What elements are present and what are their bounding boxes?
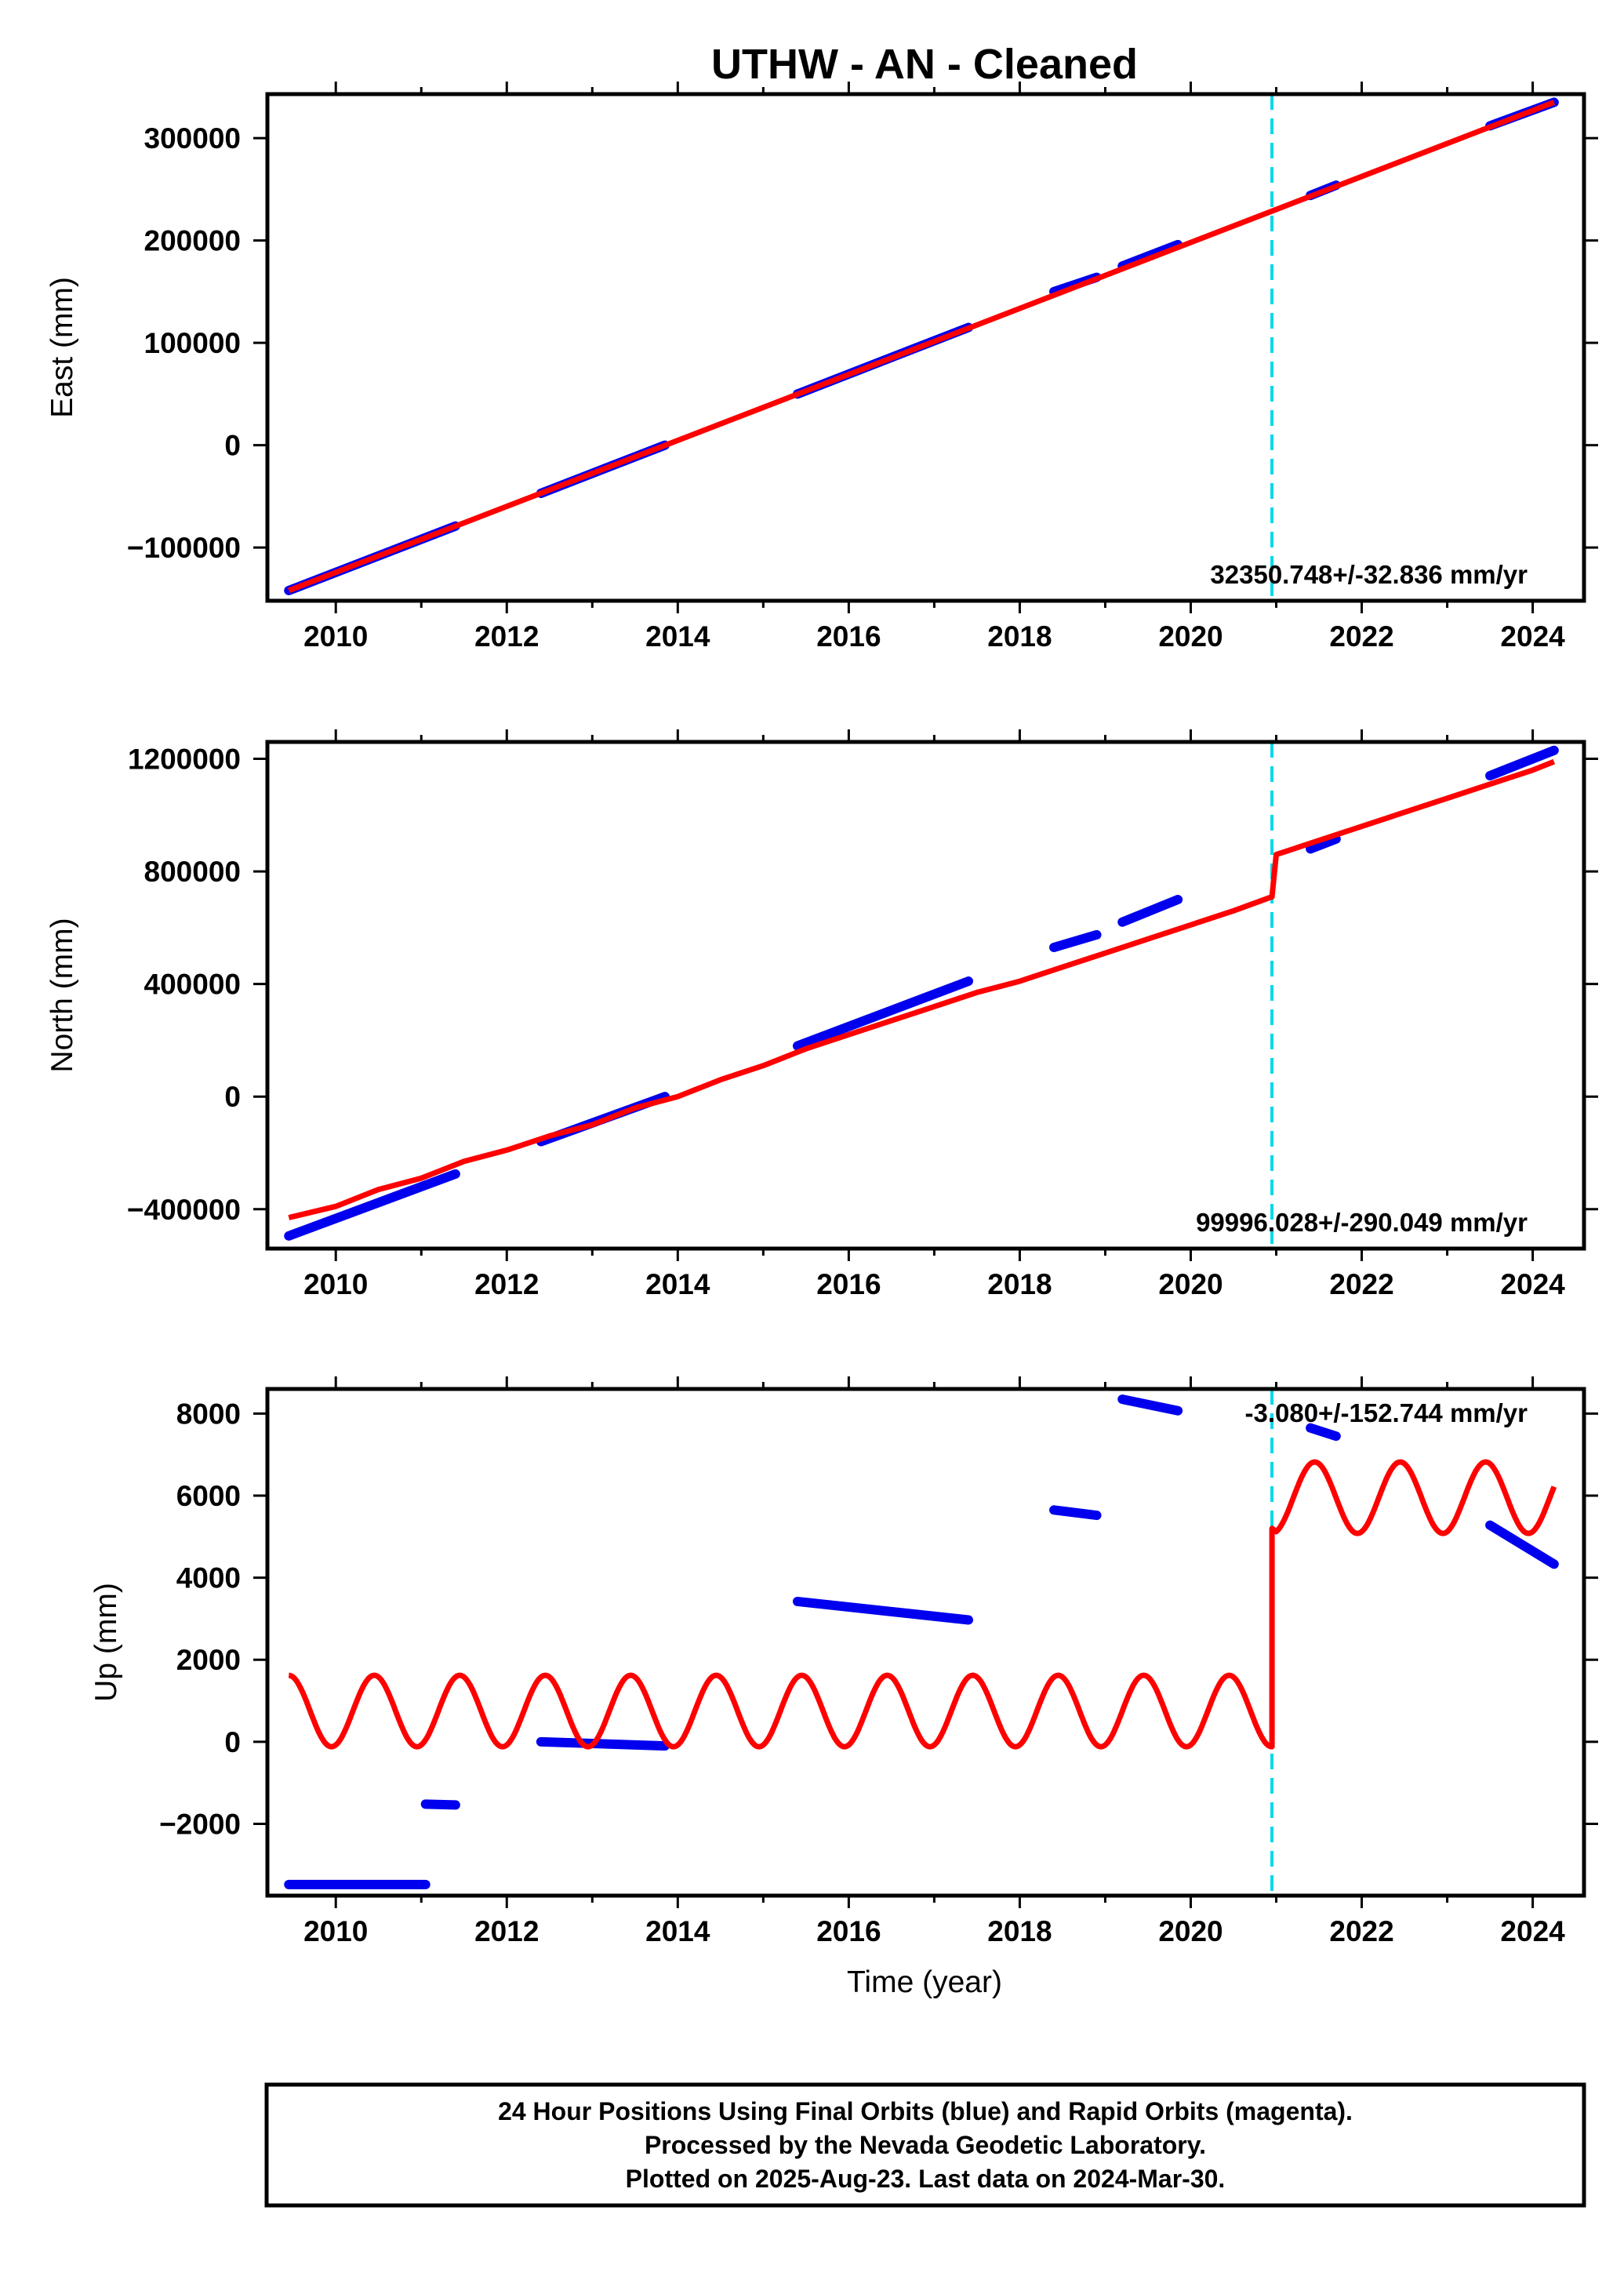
x-tick-label: 2020 (1158, 1915, 1223, 1947)
x-tick-label: 2018 (987, 1268, 1052, 1300)
y-tick-label: 8000 (176, 1398, 241, 1430)
y-tick-label: 0 (224, 1081, 241, 1113)
footer-line-2: Processed by the Nevada Geodetic Laborat… (645, 2131, 1206, 2159)
y-tick-label: 1200000 (128, 744, 241, 776)
y-axis-label: East (mm) (45, 277, 79, 418)
data-segment (420, 1799, 460, 1810)
chart-title: UTHW - AN - Cleaned (711, 41, 1138, 88)
x-tick-label: 2014 (645, 1268, 710, 1300)
x-tick-label: 2024 (1500, 620, 1565, 653)
x-tick-label: 2014 (645, 1915, 710, 1947)
x-tick-label: 2010 (303, 620, 368, 653)
y-tick-label: 0 (224, 430, 241, 462)
data-segment (1306, 834, 1341, 854)
y-tick-label: 400000 (144, 969, 241, 1001)
x-tick-label: 2020 (1158, 1268, 1223, 1300)
plot-frame (265, 740, 1586, 1251)
x-tick-label: 2012 (474, 620, 539, 653)
y-tick-label: 100000 (144, 327, 241, 359)
y-tick-label: −100000 (127, 532, 241, 564)
y-axis-label: North (mm) (45, 918, 79, 1072)
data-segment (1306, 1423, 1341, 1442)
x-tick-label: 2020 (1158, 620, 1223, 653)
x-tick-label: 2014 (645, 620, 710, 653)
data-segment (536, 1736, 670, 1751)
footer-line-1: 24 Hour Positions Using Final Orbits (bl… (498, 2097, 1353, 2125)
x-tick-label: 2010 (303, 1915, 368, 1947)
data-segment (1049, 1505, 1102, 1521)
rate-label: -3.080+/-152.744 mm/yr (1244, 1398, 1528, 1427)
data-segment (1117, 1394, 1183, 1416)
x-tick-label: 2016 (816, 1268, 881, 1300)
x-tick-label: 2018 (987, 620, 1052, 653)
model-line (288, 758, 1556, 1220)
rate-label: 32350.748+/-32.836 mm/yr (1210, 560, 1528, 589)
footer-box (264, 2082, 1586, 2208)
y-tick-label: 800000 (144, 856, 241, 888)
x-tick-label: 2010 (303, 1268, 368, 1300)
data-segment (792, 1596, 974, 1625)
y-tick-label: −2000 (159, 1808, 241, 1840)
x-tick-label: 2012 (474, 1268, 539, 1300)
y-tick-label: 6000 (176, 1480, 241, 1512)
x-tick-label: 2024 (1500, 1268, 1565, 1300)
plot-frame (265, 1387, 1586, 1898)
y-tick-label: 0 (224, 1726, 241, 1758)
up-panel: 2010 2012 2014 2016 2018 2020 2022 2024 −2000 0 20… (89, 1376, 1598, 1947)
y-tick-label: 4000 (176, 1562, 241, 1594)
x-tick-label: 2016 (816, 1915, 881, 1947)
y-axis-label: Up (mm) (89, 1583, 123, 1702)
data-segment (1485, 1520, 1559, 1569)
plot-frame (265, 92, 1586, 603)
y-tick-label: −400000 (127, 1194, 241, 1226)
data-segment (1049, 929, 1102, 952)
y-tick-label: 300000 (144, 122, 241, 155)
data-segment (792, 976, 974, 1051)
y-tick-label: 2000 (176, 1644, 241, 1676)
x-tick-label: 2022 (1329, 1915, 1393, 1947)
north-panel: 2010 2012 2014 2016 2018 2020 2022 2024 −400000 0… (45, 729, 1598, 1300)
x-tick-label: 2024 (1500, 1915, 1565, 1947)
x-tick-label: 2022 (1329, 1268, 1393, 1300)
data-segment (1485, 745, 1559, 781)
data-segment (284, 1169, 460, 1241)
data-segment (1117, 894, 1183, 927)
x-axis-label: Time (year) (847, 1965, 1002, 1999)
y-tick-label: 200000 (144, 225, 241, 257)
rate-label: 99996.028+/-290.049 mm/yr (1196, 1208, 1528, 1237)
model-line (286, 1459, 1557, 1750)
x-tick-label: 2012 (474, 1915, 539, 1947)
east-panel: 2010 2012 2014 2016 2018 2020 2022 2024 −100000 0… (45, 82, 1598, 653)
x-tick-label: 2022 (1329, 620, 1393, 653)
x-tick-label: 2016 (816, 620, 881, 653)
footer-line-3: Plotted on 2025-Aug-23. Last data on 202… (626, 2165, 1226, 2193)
x-tick-label: 2018 (987, 1915, 1052, 1947)
model-line (288, 100, 1556, 594)
